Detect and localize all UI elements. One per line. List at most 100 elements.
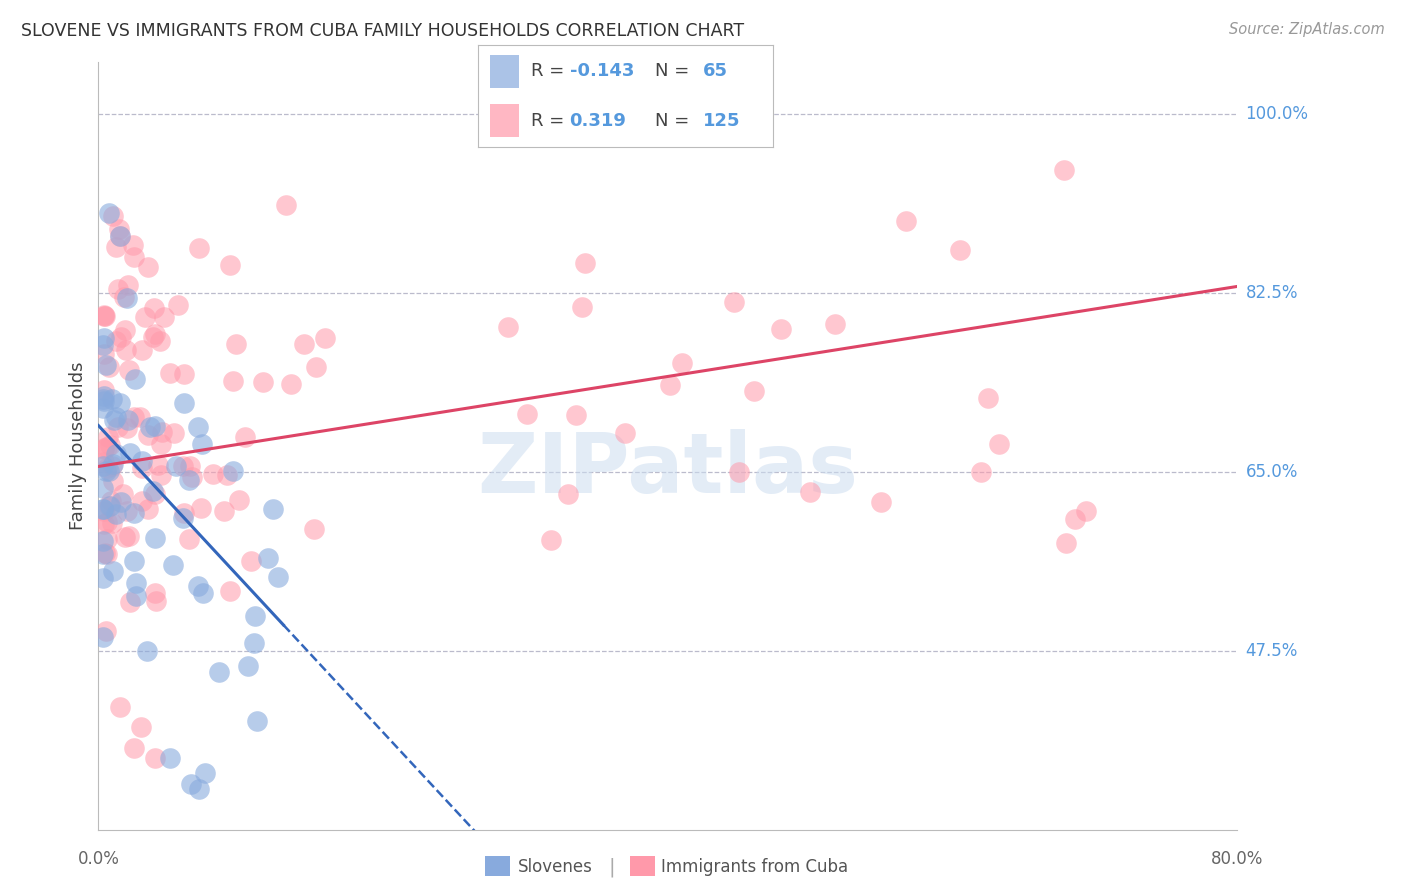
Point <box>149 468 172 483</box>
Point <box>218 584 240 599</box>
Point <box>91 631 114 645</box>
Point <box>112 289 135 303</box>
Point <box>93 517 115 532</box>
Point <box>304 522 326 536</box>
Point <box>118 595 141 609</box>
Point <box>187 782 209 797</box>
Text: 82.5%: 82.5% <box>1246 284 1298 301</box>
Point <box>194 766 217 780</box>
Point <box>799 485 821 500</box>
Point <box>93 331 115 345</box>
Text: 65.0%: 65.0% <box>1246 463 1298 481</box>
Point <box>202 467 225 481</box>
Point <box>104 239 127 253</box>
Point <box>217 468 239 483</box>
Point <box>122 554 145 568</box>
Point <box>564 408 586 422</box>
Point <box>173 395 195 409</box>
Point <box>143 585 166 599</box>
Point <box>104 334 127 349</box>
Point <box>93 504 115 518</box>
Point <box>267 570 290 584</box>
Point <box>142 329 165 343</box>
Point <box>94 310 117 324</box>
Point <box>181 469 204 483</box>
Point <box>145 751 167 765</box>
Point <box>107 222 129 236</box>
Point <box>145 594 167 608</box>
Point <box>125 589 148 603</box>
Point <box>96 461 118 475</box>
Point <box>139 420 162 434</box>
Text: ZIPatlas: ZIPatlas <box>478 428 858 509</box>
Point <box>1053 163 1076 178</box>
Point <box>190 500 212 515</box>
Point <box>225 336 247 351</box>
Point <box>105 507 128 521</box>
Point <box>91 501 114 516</box>
Point <box>180 776 202 790</box>
Point <box>276 198 298 212</box>
Point <box>188 241 211 255</box>
Point <box>101 392 124 406</box>
Point <box>101 474 124 488</box>
Point <box>1063 512 1085 526</box>
Point <box>110 495 132 509</box>
Point <box>107 282 129 296</box>
Point <box>193 585 215 599</box>
Point <box>110 330 132 344</box>
Point <box>122 740 145 755</box>
Point <box>93 454 115 468</box>
Text: Immigrants from Cuba: Immigrants from Cuba <box>661 858 848 876</box>
Point <box>115 291 138 305</box>
Point <box>100 458 122 473</box>
Point <box>163 426 186 441</box>
Point <box>162 558 184 572</box>
Point <box>136 644 159 658</box>
Point <box>91 337 114 351</box>
Point <box>96 532 118 546</box>
Point <box>1074 504 1097 518</box>
Point <box>91 502 114 516</box>
Point <box>93 394 115 409</box>
Point <box>173 506 195 520</box>
Text: 80.0%: 80.0% <box>1211 850 1264 868</box>
Point <box>94 464 117 478</box>
Point <box>166 298 188 312</box>
Point <box>129 720 152 734</box>
Point <box>292 337 315 351</box>
Bar <box>489 55 519 87</box>
Point <box>179 459 201 474</box>
Point <box>112 487 135 501</box>
Point <box>91 401 114 415</box>
Point <box>122 238 145 252</box>
Text: Source: ZipAtlas.com: Source: ZipAtlas.com <box>1229 22 1385 37</box>
Text: 0.319: 0.319 <box>569 112 627 129</box>
Text: R =: R = <box>531 112 571 129</box>
Point <box>191 437 214 451</box>
Point <box>108 229 131 244</box>
Point <box>107 420 129 434</box>
Point <box>93 309 115 323</box>
Point <box>257 550 280 565</box>
Point <box>177 533 200 547</box>
Point <box>131 454 153 468</box>
Point <box>728 465 751 479</box>
Point <box>145 487 167 501</box>
Point <box>91 392 114 406</box>
Point <box>93 441 115 455</box>
Text: R =: R = <box>531 62 571 80</box>
Point <box>149 437 172 451</box>
Point <box>118 529 141 543</box>
Point <box>124 372 146 386</box>
Point <box>91 533 114 548</box>
Point <box>108 396 131 410</box>
Point <box>172 511 194 525</box>
Point <box>136 502 159 516</box>
Point <box>94 624 117 639</box>
Point <box>96 515 118 529</box>
Point <box>243 636 266 650</box>
Point <box>1056 536 1078 550</box>
Point <box>97 464 120 478</box>
Point <box>115 504 138 518</box>
